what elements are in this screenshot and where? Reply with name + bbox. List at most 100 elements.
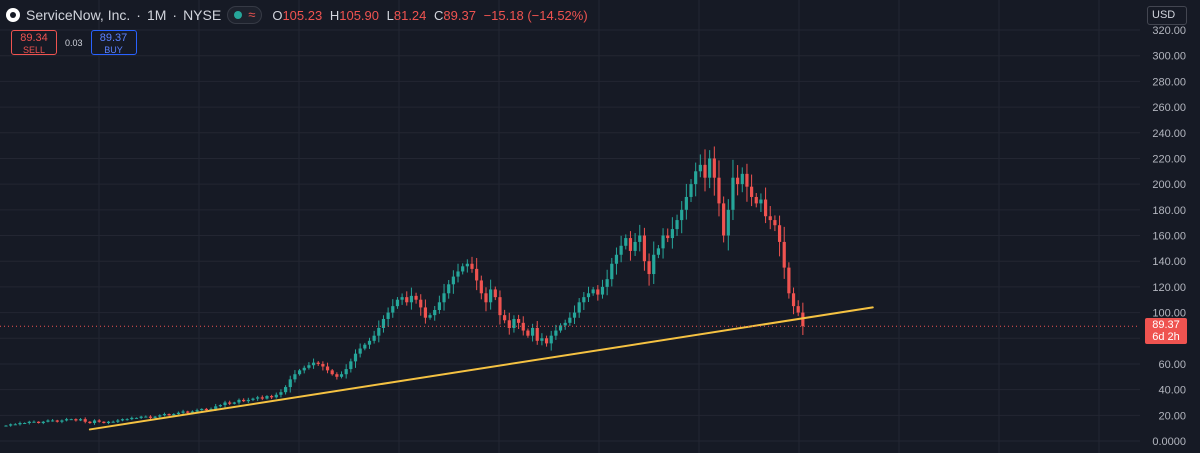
candle-body	[442, 293, 446, 303]
y-tick-label: 140.00	[1152, 256, 1186, 268]
y-tick-label: 60.00	[1158, 359, 1186, 371]
candle-body	[605, 279, 609, 287]
candle-body	[642, 235, 647, 262]
candle-body	[256, 397, 260, 399]
candle-body	[162, 414, 167, 416]
buy-button[interactable]: 89.37 BUY	[90, 30, 137, 55]
candle-body	[801, 312, 805, 327]
symbol-header: ServiceNow, Inc. · 1M · NYSE ≈ O105.23 H…	[6, 5, 592, 25]
candle-body	[242, 399, 246, 402]
candle-body	[540, 338, 544, 341]
separator: ·	[172, 7, 178, 23]
candle-body	[395, 299, 400, 307]
candle-body	[670, 229, 674, 239]
exchange: NYSE	[183, 7, 222, 23]
candle-body	[777, 225, 782, 242]
y-tick-label: 220.00	[1152, 153, 1186, 165]
candle-body	[307, 365, 311, 368]
candle-body	[503, 315, 507, 321]
candle-body	[386, 312, 390, 319]
y-tick-label: 240.00	[1152, 128, 1186, 140]
candle-body	[456, 271, 460, 277]
candle-body	[433, 309, 437, 316]
candle-body	[521, 322, 525, 331]
candle-body	[172, 414, 176, 416]
candle-body	[64, 419, 69, 421]
candle-body	[88, 421, 92, 424]
candle-body	[586, 293, 591, 298]
market-open-icon	[234, 11, 243, 19]
y-tick-label: 120.00	[1152, 282, 1186, 294]
candle-body	[190, 411, 194, 413]
candle-body	[591, 289, 595, 294]
symbol-name[interactable]: ServiceNow, Inc.	[26, 7, 131, 23]
candle-body	[74, 419, 78, 421]
candle-body	[610, 263, 614, 280]
candle-body	[549, 335, 553, 344]
candle-body	[349, 361, 353, 370]
candle-body	[274, 394, 278, 398]
market-status-pill[interactable]: ≈	[227, 6, 263, 24]
candle-body	[409, 295, 414, 303]
open-label: O	[272, 7, 283, 23]
candle-body	[647, 261, 651, 275]
candle-body	[787, 267, 791, 294]
candle-body	[209, 408, 213, 411]
candle-body	[18, 423, 22, 425]
candle-body	[316, 362, 320, 364]
candle-body	[391, 306, 395, 313]
candle-body	[144, 416, 148, 418]
current-price-value: 89.37	[1152, 319, 1180, 332]
candle-body	[325, 366, 330, 371]
candle-body	[698, 164, 702, 172]
candle-body	[717, 177, 721, 204]
low-label: L	[386, 7, 394, 23]
candle-body	[498, 297, 502, 316]
low-value: 81.24	[393, 7, 427, 23]
candle-body	[27, 421, 31, 424]
candle-body	[353, 353, 358, 362]
candle-body	[530, 327, 535, 336]
candle-body	[367, 340, 372, 345]
candle-body	[703, 164, 707, 178]
candle-body	[218, 405, 222, 407]
candle-body	[475, 268, 479, 281]
candle-body	[32, 421, 36, 423]
candle-body	[321, 363, 325, 367]
candle-body	[638, 235, 642, 242]
sell-button[interactable]: 89.34 SELL	[11, 30, 57, 55]
candle-body	[447, 284, 451, 294]
candle-body	[428, 315, 432, 318]
candle-body	[158, 415, 162, 417]
y-tick-label: 160.00	[1152, 231, 1186, 243]
candle-body	[689, 184, 693, 197]
candle-body	[666, 235, 670, 239]
candle-body	[754, 196, 758, 204]
candle-body	[204, 408, 208, 411]
candle-body	[526, 330, 530, 336]
candle-body	[4, 425, 8, 427]
candle-body	[582, 297, 586, 303]
candle-body	[568, 317, 572, 323]
candle-body	[661, 235, 665, 249]
candle-body	[228, 402, 232, 404]
candle-body	[363, 344, 367, 349]
candle-body	[372, 335, 376, 341]
buy-price: 89.37	[99, 32, 128, 44]
y-tick-label: 0.0000	[1152, 436, 1186, 448]
candle-body	[134, 417, 139, 419]
candle-body	[489, 289, 493, 303]
candle-body	[554, 330, 558, 336]
candle-body	[260, 397, 264, 399]
separator: ·	[136, 7, 141, 23]
candle-body	[237, 399, 241, 403]
candle-body	[46, 420, 50, 422]
currency-select[interactable]: USD	[1147, 6, 1187, 25]
candle-body	[83, 419, 87, 422]
interval[interactable]: 1M	[146, 7, 167, 23]
candle-body	[726, 209, 730, 236]
trendline[interactable]	[88, 306, 874, 431]
candle-body	[563, 322, 567, 326]
candle-body	[116, 420, 120, 422]
